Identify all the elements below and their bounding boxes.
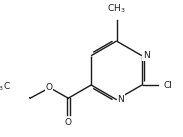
Text: N: N (143, 51, 150, 60)
Text: O: O (65, 118, 72, 127)
Text: CH$_3$: CH$_3$ (107, 3, 126, 15)
Text: N: N (117, 95, 124, 104)
Text: Cl: Cl (163, 81, 172, 89)
Text: O: O (46, 83, 53, 92)
Text: H$_3$C: H$_3$C (0, 81, 11, 93)
